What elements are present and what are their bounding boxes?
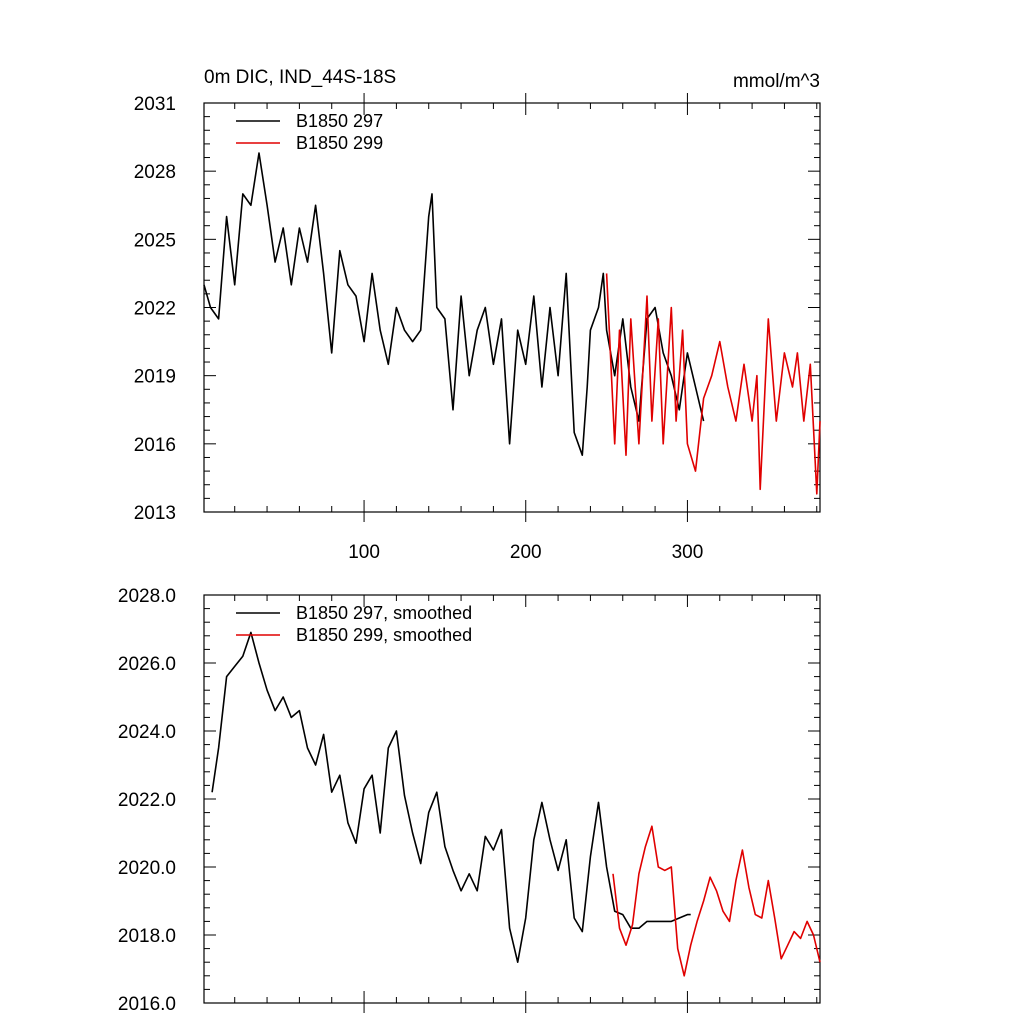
plot-frame <box>203 102 821 513</box>
series-line-b1850-299 <box>612 825 821 977</box>
y-tick-label: 2016.0 <box>118 994 176 1015</box>
top-panel: 0m DIC, IND_44S-18S mmol/m^3 2013 2016 201… <box>134 67 821 563</box>
series-line-b1850-299 <box>605 273 821 495</box>
x-tick-label: 200 <box>510 542 542 563</box>
y-tick-label: 2028.0 <box>118 586 176 607</box>
y-tick-label: 2031 <box>134 94 176 115</box>
y-tick-label: 2020.0 <box>118 858 176 879</box>
legend-label: B1850 297 <box>296 111 383 131</box>
y-tick-label: 2018.0 <box>118 926 176 947</box>
top-title: 0m DIC, IND_44S-18S <box>204 67 396 88</box>
x-tick-label: 300 <box>672 542 704 563</box>
y-tick-label: 2016 <box>134 435 176 456</box>
x-tick-label: 100 <box>348 542 380 563</box>
legend-label: B1850 297, smoothed <box>296 603 472 623</box>
legend-label: B1850 299, smoothed <box>296 625 472 645</box>
top-units: mmol/m^3 <box>733 71 820 92</box>
y-tick-label: 2024.0 <box>118 722 176 743</box>
y-tick-label: 2013 <box>134 503 176 524</box>
y-tick-label: 2026.0 <box>118 654 176 675</box>
plot-frame <box>203 594 821 1004</box>
y-tick-label: 2028 <box>134 162 176 183</box>
y-tick-label: 2022 <box>134 299 176 320</box>
y-tick-label: 2022.0 <box>118 790 176 811</box>
legend-label: B1850 299 <box>296 133 383 153</box>
bottom-panel: 2016.0 2018.0 2020.0 2022.0 2024.0 2026.0 2028… <box>118 586 821 1015</box>
series-line-b1850-297 <box>211 631 691 964</box>
y-tick-label: 2025 <box>134 230 176 251</box>
y-tick-label: 2019 <box>134 367 176 388</box>
series-line-b1850-297 <box>203 152 705 457</box>
